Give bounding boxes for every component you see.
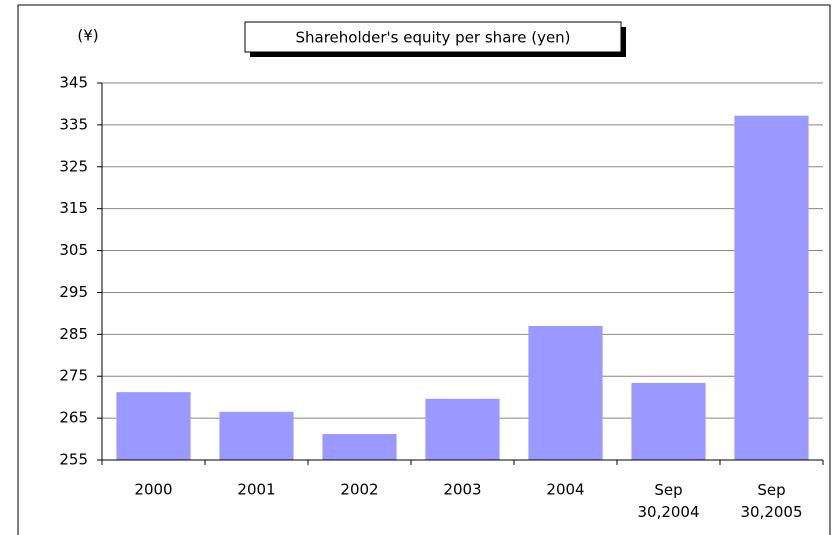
y-tick-label: 345 xyxy=(59,74,88,92)
y-tick-label: 325 xyxy=(59,157,88,175)
y-unit: (¥) xyxy=(77,27,98,45)
x-tick-label: Sep 30,2004 xyxy=(637,481,699,521)
x-tick-line: 30,2004 xyxy=(637,503,699,521)
y-tick-label: 265 xyxy=(59,409,88,427)
bar xyxy=(425,398,500,460)
y-tick-label: 305 xyxy=(59,241,88,259)
y-tick-label: 335 xyxy=(59,115,88,133)
y-tick-label: 285 xyxy=(59,325,88,343)
x-tick-label: 2000 xyxy=(134,481,172,499)
y-tick-label: 315 xyxy=(59,199,88,217)
y-tick-label: 295 xyxy=(59,283,88,301)
bar xyxy=(116,392,191,460)
x-tick-label: 2004 xyxy=(546,481,584,499)
chart-title: Shareholder's equity per share (yen) xyxy=(295,29,570,47)
bar xyxy=(322,434,397,460)
x-tick-line: 30,2005 xyxy=(740,503,802,521)
x-tick-label: Sep 30,2005 xyxy=(740,481,802,521)
x-tick-label: 2001 xyxy=(237,481,275,499)
bar xyxy=(631,382,706,460)
x-tick-label: 2002 xyxy=(340,481,378,499)
x-tick-label: 2003 xyxy=(443,481,481,499)
x-tick-line: Sep xyxy=(654,481,682,499)
bar xyxy=(219,411,294,460)
y-tick-label: 255 xyxy=(59,451,88,469)
y-tick-label: 275 xyxy=(59,367,88,385)
bar xyxy=(528,325,603,460)
bar xyxy=(734,115,809,460)
title-box xyxy=(244,21,622,53)
x-tick-line: Sep xyxy=(757,481,785,499)
